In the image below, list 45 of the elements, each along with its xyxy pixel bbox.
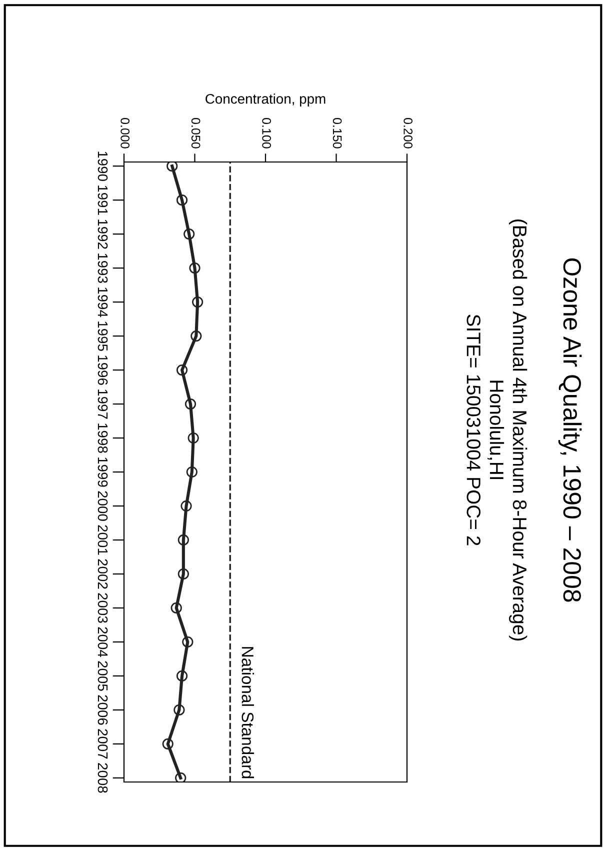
text: (Based on Annual 4th Maximum 8-Hour Average) Honolulu,HI SITE= 150031004 POC= 2 [466,220,528,640]
point [170,602,182,614]
y-tick-label: 1994 [98,288,108,318]
point [162,738,174,750]
point [178,534,189,546]
y-tick-label: 2006 [98,695,108,725]
y-tick-label: 2003 [98,593,108,623]
point [192,296,204,308]
y-tick-label: 1992 [98,220,108,249]
point [180,500,192,512]
y-tick-label: 2000 [98,491,108,521]
y-tick-label: 2008 [98,763,108,793]
y-tick-label: 1999 [98,458,108,487]
x-tick-label: 0.000 [120,118,130,148]
y-tick-label: 2001 [98,525,108,555]
point [189,262,200,274]
x-tick-label: 0.200 [404,118,412,148]
y-tick-label: 1995 [98,322,108,351]
y-tick-label: 2005 [98,661,108,691]
ref-line-label: National Standard [242,647,254,778]
x-axis-title: Concentration, ppm [206,94,326,107]
point [176,670,188,682]
point [190,330,202,342]
point [188,432,199,444]
y-tick-label: 1991 [98,186,108,215]
y-tick-label: 2007 [98,729,108,759]
x-tick-label: 0.150 [332,118,342,148]
y-tick-label: 1993 [98,254,108,283]
point [176,194,188,206]
text: Ozone Air Quality, 1990 – 2008 [558,258,582,602]
point [178,568,189,580]
point [182,636,194,648]
point [184,398,196,410]
y-tick-label: 1997 [98,390,108,419]
point [176,364,188,376]
x-tick-label: 0.100 [262,118,271,148]
y-tick-label: 2002 [98,559,108,589]
y-tick-label: 1998 [98,424,108,453]
y-tick-label: 1996 [98,356,108,385]
point [186,466,198,478]
y-tick-label: 2004 [98,627,108,657]
x-tick-label: 0.050 [191,118,200,148]
y-tick-label: 1990 [98,152,108,181]
point [174,704,185,716]
point [184,228,195,240]
